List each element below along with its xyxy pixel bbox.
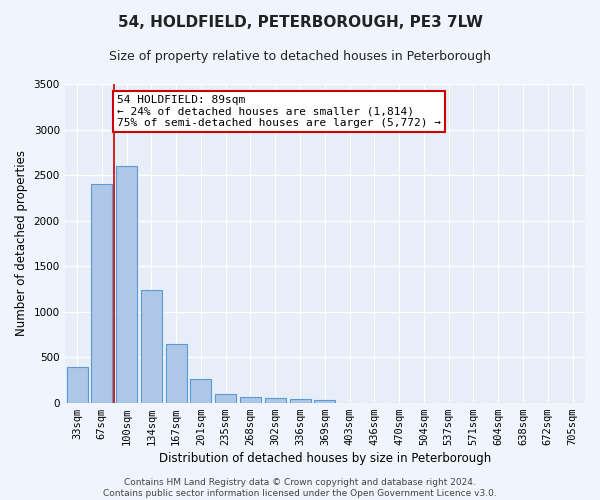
X-axis label: Distribution of detached houses by size in Peterborough: Distribution of detached houses by size … (159, 452, 491, 465)
Text: Size of property relative to detached houses in Peterborough: Size of property relative to detached ho… (109, 50, 491, 63)
Bar (240, 397, 261, 402)
Bar (215, 394, 236, 402)
Bar (116, 166, 137, 402)
Bar (67, 367, 88, 402)
Bar (91, 184, 112, 402)
Text: 54 HOLDFIELD: 89sqm
← 24% of detached houses are smaller (1,814)
75% of semi-det: 54 HOLDFIELD: 89sqm ← 24% of detached ho… (117, 95, 441, 128)
Bar (190, 379, 211, 402)
Text: Contains HM Land Registry data © Crown copyright and database right 2024.
Contai: Contains HM Land Registry data © Crown c… (103, 478, 497, 498)
Bar (265, 398, 286, 402)
Bar (290, 398, 311, 402)
Bar (166, 344, 187, 403)
Text: 54, HOLDFIELD, PETERBOROUGH, PE3 7LW: 54, HOLDFIELD, PETERBOROUGH, PE3 7LW (118, 15, 482, 30)
Y-axis label: Number of detached properties: Number of detached properties (15, 150, 28, 336)
Bar (314, 400, 335, 402)
Bar (141, 290, 162, 403)
